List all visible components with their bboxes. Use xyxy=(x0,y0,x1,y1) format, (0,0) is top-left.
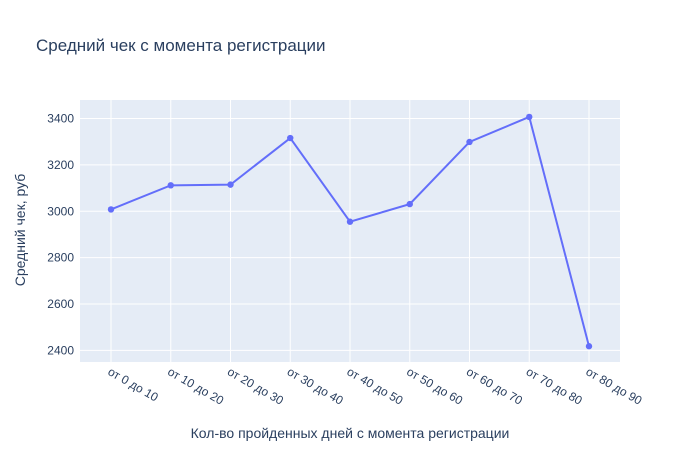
x-tick-label: от 70 до 80 xyxy=(524,364,585,407)
x-tick-label: от 30 до 40 xyxy=(285,364,346,407)
data-point xyxy=(227,181,234,188)
x-tick-label: от 60 до 70 xyxy=(464,364,525,407)
data-point xyxy=(526,113,533,121)
series-points xyxy=(107,113,593,350)
y-axis-ticks: 2400 2600 2800 3000 3200 3400 xyxy=(47,112,74,358)
y-tick-label: 2600 xyxy=(47,297,74,311)
x-tick-label: от 0 до 10 xyxy=(106,364,161,404)
data-point xyxy=(346,218,354,225)
data-point xyxy=(107,206,115,213)
y-tick-label: 3400 xyxy=(47,112,74,126)
data-point xyxy=(167,182,174,189)
x-tick-label: от 80 до 90 xyxy=(584,364,645,407)
x-tick-label: от 40 до 50 xyxy=(345,364,406,407)
grid xyxy=(80,100,620,362)
chart-title: Средний чек с момента регистрации xyxy=(36,36,326,55)
y-tick-label: 3200 xyxy=(47,158,74,172)
y-tick-label: 3000 xyxy=(47,204,74,218)
data-point xyxy=(466,138,473,146)
data-point xyxy=(406,200,413,208)
x-tick-label: от 10 до 20 xyxy=(165,364,226,407)
x-tick-label: от 20 до 30 xyxy=(225,364,286,407)
y-tick-label: 2800 xyxy=(47,251,74,265)
x-tick-label: от 50 до 60 xyxy=(404,364,465,407)
x-axis-title: Кол-во пройденных дней с момента регистр… xyxy=(191,425,510,441)
y-axis-title: Средний чек, руб xyxy=(12,174,28,287)
data-point xyxy=(585,343,593,350)
data-point xyxy=(287,134,294,142)
y-tick-label: 2400 xyxy=(47,343,74,357)
